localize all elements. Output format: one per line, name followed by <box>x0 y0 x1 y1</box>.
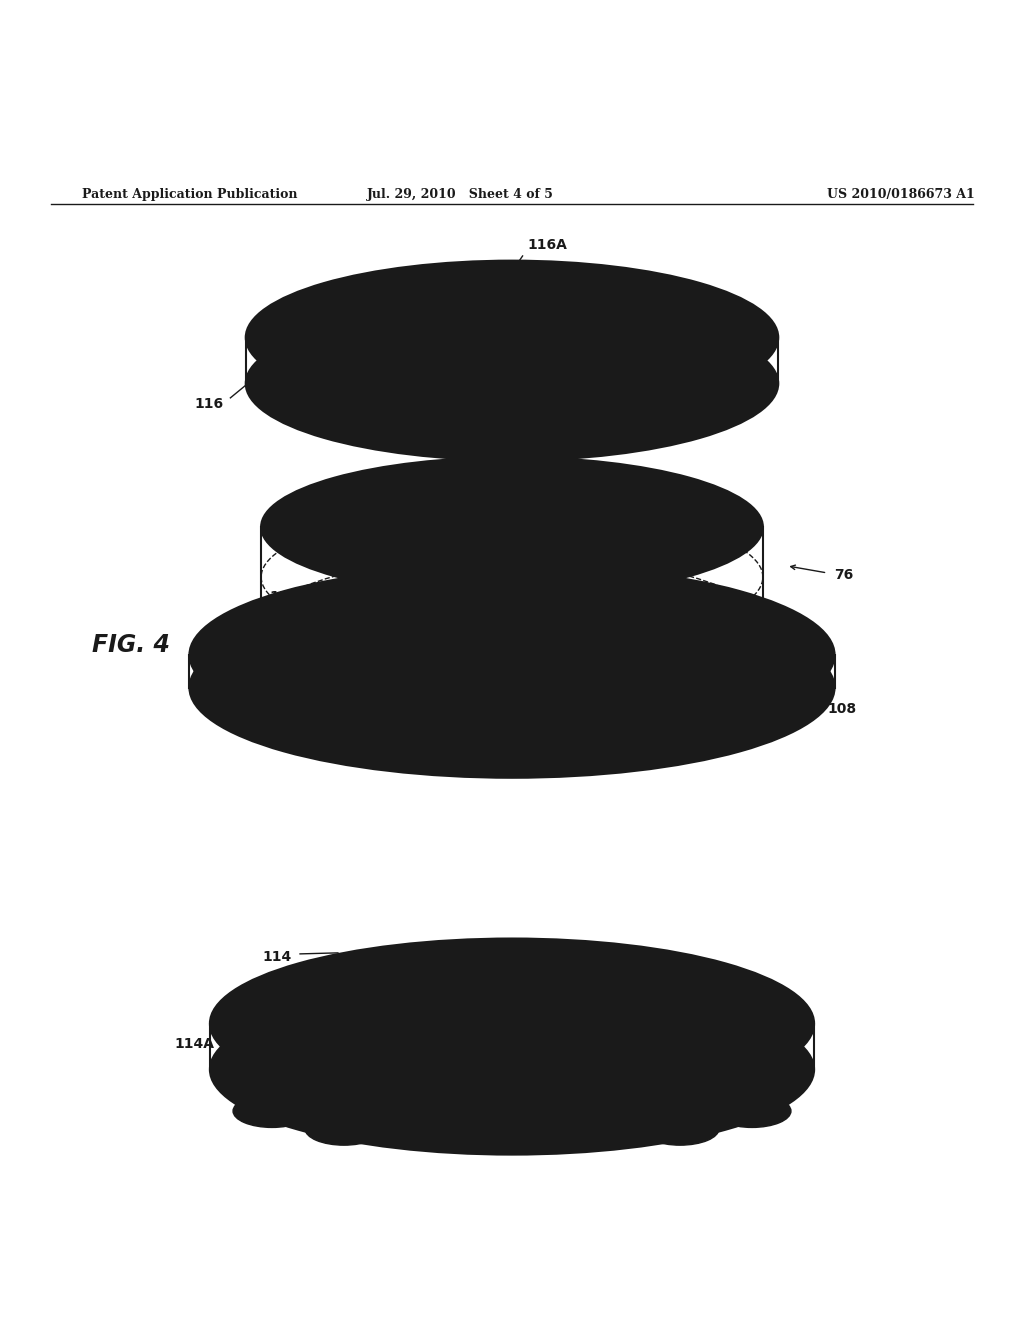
Ellipse shape <box>246 260 778 414</box>
Ellipse shape <box>233 1094 311 1127</box>
Ellipse shape <box>765 673 798 689</box>
Ellipse shape <box>634 376 667 392</box>
Text: FIG. 4: FIG. 4 <box>92 632 170 656</box>
Ellipse shape <box>276 597 309 612</box>
Text: 116A: 116A <box>528 239 567 252</box>
Text: 76: 76 <box>835 568 854 582</box>
Ellipse shape <box>333 973 691 1073</box>
Ellipse shape <box>708 341 740 356</box>
Text: 108: 108 <box>827 702 856 717</box>
Text: 112: 112 <box>269 590 299 603</box>
Text: Patent Application Publication: Patent Application Publication <box>82 187 297 201</box>
Ellipse shape <box>305 1113 383 1146</box>
Ellipse shape <box>210 939 814 1109</box>
Ellipse shape <box>569 272 602 288</box>
Ellipse shape <box>309 360 342 376</box>
Ellipse shape <box>422 387 455 404</box>
Ellipse shape <box>246 306 778 461</box>
Text: 114A: 114A <box>722 1038 763 1051</box>
Ellipse shape <box>411 1078 443 1096</box>
Ellipse shape <box>353 293 671 383</box>
Ellipse shape <box>263 993 296 1008</box>
Text: US 2010/0186673 A1: US 2010/0186673 A1 <box>827 187 975 201</box>
Ellipse shape <box>728 993 761 1008</box>
Ellipse shape <box>411 952 443 968</box>
Ellipse shape <box>210 985 814 1155</box>
Ellipse shape <box>713 1094 791 1127</box>
Ellipse shape <box>263 1039 296 1055</box>
Ellipse shape <box>682 298 715 315</box>
Ellipse shape <box>641 1113 719 1146</box>
Ellipse shape <box>189 598 835 777</box>
Ellipse shape <box>309 298 342 315</box>
Text: 116: 116 <box>195 397 223 411</box>
Ellipse shape <box>639 579 672 595</box>
Ellipse shape <box>594 719 627 737</box>
Ellipse shape <box>728 1039 761 1055</box>
Ellipse shape <box>581 952 613 968</box>
Text: 74: 74 <box>390 717 410 730</box>
Text: 114: 114 <box>262 950 292 964</box>
Ellipse shape <box>333 1019 691 1119</box>
Ellipse shape <box>353 338 671 429</box>
Text: 114A: 114A <box>174 1038 215 1051</box>
Ellipse shape <box>226 673 259 689</box>
Text: Jul. 29, 2010   Sheet 4 of 5: Jul. 29, 2010 Sheet 4 of 5 <box>368 187 554 201</box>
Ellipse shape <box>397 719 430 737</box>
Ellipse shape <box>422 272 455 288</box>
Ellipse shape <box>765 620 798 636</box>
Ellipse shape <box>581 1078 613 1096</box>
Ellipse shape <box>261 636 763 776</box>
Text: 110: 110 <box>270 532 299 546</box>
Ellipse shape <box>261 457 763 597</box>
Ellipse shape <box>445 570 478 586</box>
Ellipse shape <box>189 565 835 744</box>
